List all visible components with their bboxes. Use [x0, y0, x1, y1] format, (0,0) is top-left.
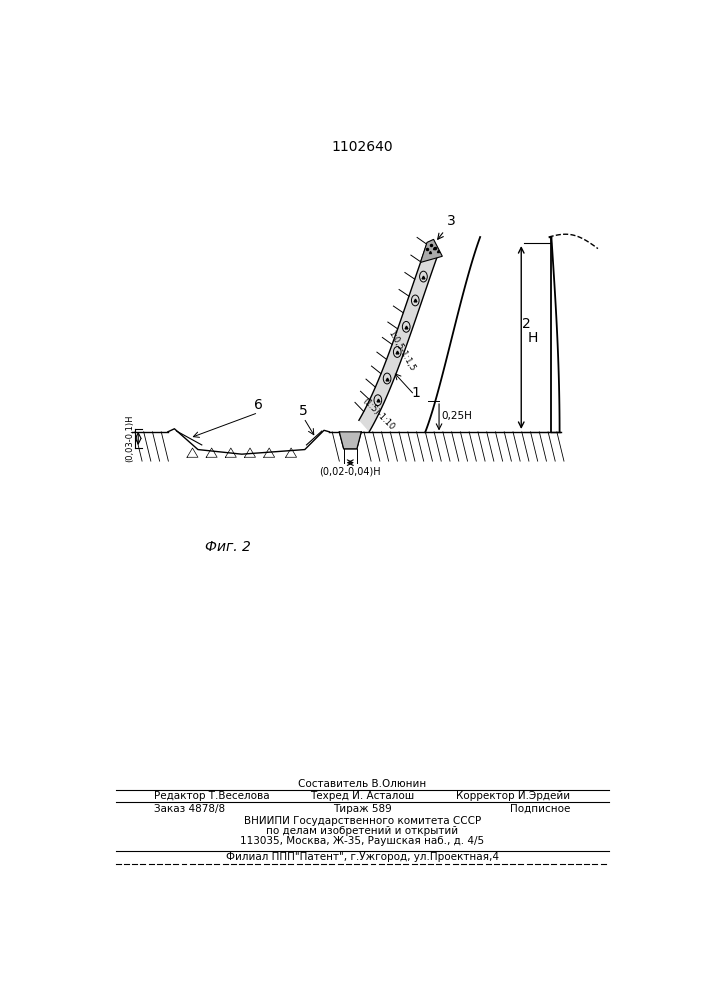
Text: (1:5)-1:10: (1:5)-1:10 — [361, 396, 397, 432]
Text: Подписное: Подписное — [510, 804, 571, 814]
Text: 0,25H: 0,25H — [442, 411, 473, 421]
Text: (0,03-0,1)H: (0,03-0,1)H — [125, 415, 134, 462]
Text: 6: 6 — [254, 398, 263, 412]
Text: 1:0,5-1:1,5: 1:0,5-1:1,5 — [387, 329, 417, 373]
Polygon shape — [359, 244, 438, 432]
Polygon shape — [339, 432, 361, 449]
Text: 1102640: 1102640 — [332, 140, 393, 154]
Text: Редактор Т.Веселова: Редактор Т.Веселова — [154, 791, 270, 801]
Text: 3: 3 — [438, 214, 456, 239]
Text: Тираж 589: Тираж 589 — [333, 804, 392, 814]
Text: 2: 2 — [522, 317, 531, 331]
Text: 113035, Москва, Ж-35, Раушская наб., д. 4/5: 113035, Москва, Ж-35, Раушская наб., д. … — [240, 836, 484, 846]
Text: Фиг. 2: Фиг. 2 — [205, 540, 251, 554]
Text: (0,02-0,04)H: (0,02-0,04)H — [320, 466, 381, 476]
Text: H: H — [528, 331, 538, 345]
Text: 1: 1 — [411, 386, 421, 400]
Text: Составитель В.Олюнин: Составитель В.Олюнин — [298, 779, 426, 789]
Text: по делам изобретений и открытий: по делам изобретений и открытий — [267, 826, 458, 836]
Text: Корректор И.Эрдейи: Корректор И.Эрдейи — [457, 791, 571, 801]
Polygon shape — [421, 239, 443, 262]
Text: Техред И. Асталош: Техред И. Асталош — [310, 791, 414, 801]
Text: 5: 5 — [299, 404, 308, 418]
Text: Филиал ППП"Патент", г.Ужгород, ул.Проектная,4: Филиал ППП"Патент", г.Ужгород, ул.Проект… — [226, 852, 499, 862]
Text: Заказ 4878/8: Заказ 4878/8 — [154, 804, 226, 814]
Polygon shape — [426, 237, 560, 432]
Text: ВНИИПИ Государственного комитета СССР: ВНИИПИ Государственного комитета СССР — [244, 816, 481, 826]
